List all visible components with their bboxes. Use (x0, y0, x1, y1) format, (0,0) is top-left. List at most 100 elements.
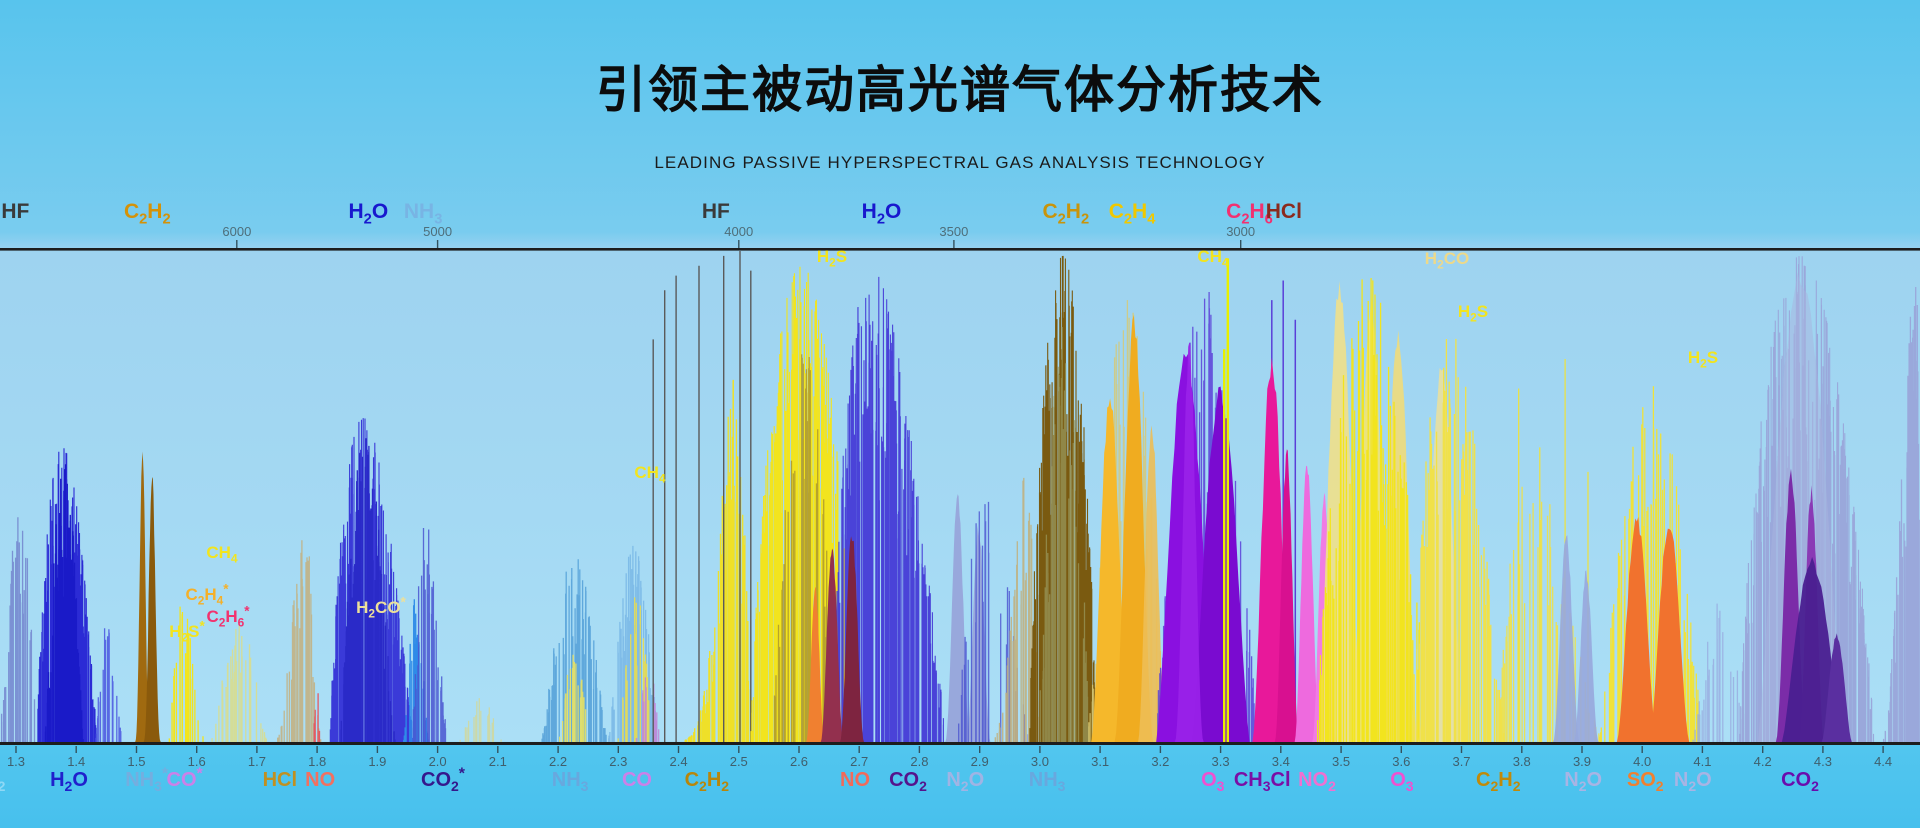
band-solid-NO (839, 536, 864, 742)
chart-annotation: H2S* (169, 619, 205, 645)
bottom-axis-molecule-label: HCl (263, 769, 297, 791)
page-subtitle: LEADING PASSIVE HYPERSPECTRAL GAS ANALYS… (654, 153, 1266, 172)
band-solid-SO2 (1649, 528, 1690, 742)
bottom-axis-molecule-label: SO2 (1627, 769, 1664, 794)
wavelength-tick-label: 4.3 (1814, 754, 1832, 769)
bottom-axis-line (0, 742, 1920, 745)
wavenumber-tick-label: 5000 (423, 224, 452, 239)
wavelength-tick-label: 2.5 (730, 754, 748, 769)
band-lines-C2H2 (1411, 338, 1505, 742)
top-axis-ticks (236, 240, 1242, 248)
band-lines-C2H2 (684, 379, 754, 742)
band-solid-NO2 (1294, 465, 1320, 742)
page-title: 引领主被动高光谱气体分析技术 (596, 62, 1324, 118)
top-axis-line (0, 248, 1920, 251)
wavelength-tick-label: 2.7 (850, 754, 868, 769)
bottom-axis-molecule-label: H2O (50, 769, 88, 794)
band-lines-H2CO* (340, 438, 396, 742)
chart-annotation: H2CO (1425, 249, 1469, 271)
band-solid-C2H4 (1091, 398, 1130, 742)
bottom-axis-molecule-label: NO (305, 769, 335, 791)
spectral-bands (0, 251, 1920, 742)
band-solid-CO2 (1781, 557, 1843, 742)
top-axis-molecule-label: HF (1, 200, 29, 223)
wavelength-tick-label: 3.9 (1573, 754, 1591, 769)
band-solid-C2H4 (1138, 425, 1166, 742)
bottom-axis-molecule-label: C2H2 (685, 769, 730, 794)
band-solid-N2O (945, 494, 970, 742)
chart-annotation: H2S (1688, 348, 1718, 370)
band-solid-CH3Cl (1274, 449, 1299, 742)
wavelength-tick-label: 4.1 (1693, 754, 1711, 769)
wavelength-tick-label: 3.1 (1091, 754, 1109, 769)
wavelength-tick-label: 2.3 (609, 754, 627, 769)
band-lines-NH3 (1039, 327, 1090, 742)
bottom-axis-molecule-label: C2H2 (1476, 769, 1521, 794)
band-lines-H2O (0, 517, 36, 742)
wavenumber-tick-label: 3000 (1226, 224, 1255, 239)
bottom-axis-molecule-label: N2O (1564, 769, 1602, 794)
wavelength-tick-label: 3.5 (1332, 754, 1350, 769)
top-axis-molecule-label: H2O (862, 200, 902, 228)
band-solid-NO (820, 548, 844, 742)
band-marks-HF (652, 251, 752, 742)
chart-annotation: C2H6* (206, 604, 250, 630)
band-lines-C2H2 (1500, 486, 1602, 742)
band-lines-HCl (277, 540, 322, 742)
band-solid-NH3* (134, 451, 151, 742)
wavelength-tick-label: 1.6 (188, 754, 206, 769)
chart-annotation: H2S (817, 247, 847, 269)
bottom-axis-ticks (15, 746, 1884, 753)
bottom-axis-molecule-label: CO2 (889, 769, 927, 794)
bottom-axis-molecule-label: CH3Cl (1234, 769, 1291, 794)
bottom-axis-molecule-label: O2 (0, 769, 6, 794)
band-lines-NH3 (559, 654, 587, 742)
band-lines-CO2 (1882, 287, 1920, 742)
chart-annotation: H2S (1458, 302, 1488, 324)
band-lines-CO2* (412, 528, 447, 742)
band-solid-NH3* (143, 477, 162, 742)
band-lines-H2O (44, 464, 84, 742)
wavelength-tick-label: 3.4 (1272, 754, 1290, 769)
band-lines-H2O (95, 628, 122, 742)
wavenumber-tick-label: 3500 (939, 224, 968, 239)
bottom-axis-molecule-label: CO2* (421, 765, 466, 794)
wavelength-tick-label: 1.8 (308, 754, 326, 769)
band-solid-CO2 (1821, 633, 1852, 742)
wavenumber-tick-label: 4000 (724, 224, 753, 239)
bottom-axis-molecule-label: CO* (167, 765, 204, 791)
chart-annotation: CH4 (206, 543, 238, 565)
axes: 6000 5000 4000 3500 3000 1.3 1.4 1.5 1.6 1.7 1.8 1.… (0, 224, 1920, 769)
band-solid-N2O (1573, 570, 1599, 742)
top-axis-molecule-label: NH3 (404, 200, 443, 228)
top-axis-molecule-label: C2H2 (124, 200, 171, 228)
top-axis-molecule-label: H2O (349, 200, 389, 228)
wavelength-tick-label: 4.2 (1754, 754, 1772, 769)
band-solid-O3 (1174, 342, 1204, 742)
wavelength-tick-label: 2.0 (429, 754, 447, 769)
band-lines-CO2* (459, 698, 502, 742)
bottom-axis-molecule-label: O3 (1390, 769, 1414, 794)
wavelength-tick-label: 1.3 (7, 754, 25, 769)
top-axis-molecule-label: C2H4 (1109, 200, 1157, 228)
wavelength-tick-label: 4.0 (1633, 754, 1651, 769)
band-solid-N2O (1553, 535, 1580, 742)
band-lines-NH3 (541, 559, 607, 742)
top-axis-molecule-label: HF (702, 200, 730, 223)
molecule-labels: HFC2H2H2ONH3HFH2OC2H2C2H4C2H6HClO2H2ONH3… (0, 200, 1819, 794)
wavelength-tick-label: 2.8 (910, 754, 928, 769)
bottom-axis-molecule-label: CO2 (1781, 769, 1819, 794)
bottom-axis-molecule-label: NH3 (1029, 769, 1066, 794)
wavelength-tick-label: 3.2 (1151, 754, 1169, 769)
wavelength-tick-label: 2.1 (489, 754, 507, 769)
wavelength-tick-label: 3.0 (1031, 754, 1049, 769)
top-axis-molecule-label: C2H6 (1226, 200, 1273, 228)
wavelength-tick-label: 3.3 (1212, 754, 1230, 769)
band-marks-C2H2 (1518, 359, 1589, 742)
top-axis-molecule-label: HCl (1266, 200, 1302, 223)
band-lines-CH4 (211, 623, 267, 742)
wavelength-tick-label: 3.8 (1513, 754, 1531, 769)
wavelength-tick-label: 1.9 (368, 754, 386, 769)
